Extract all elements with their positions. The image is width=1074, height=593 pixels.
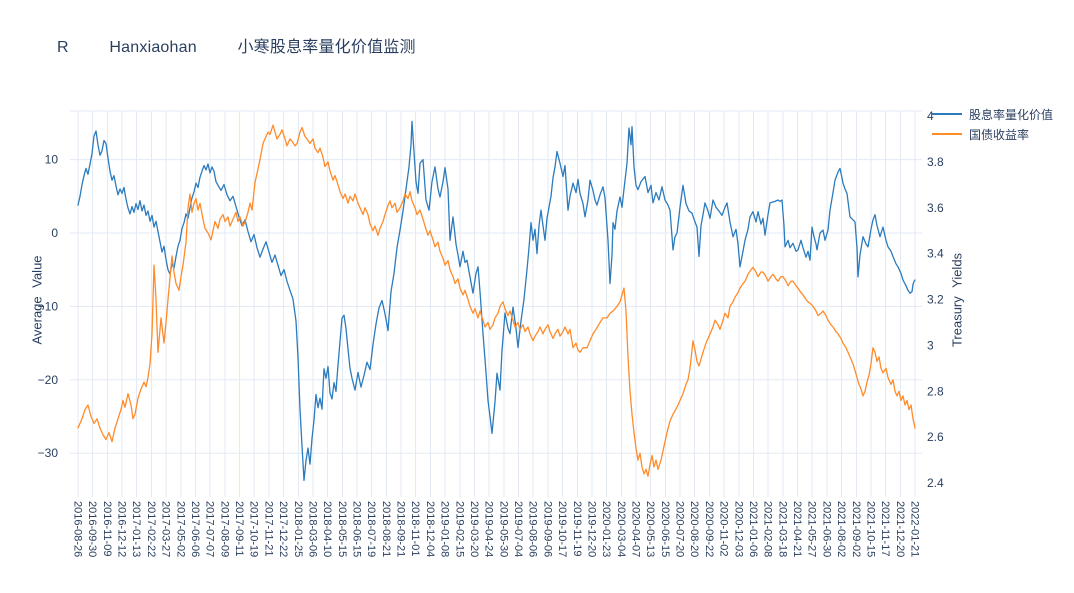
y-tick-label: −30 (38, 446, 59, 460)
x-tick-label: 2020-11-02 (718, 501, 730, 556)
y-tick-label: 3 (927, 338, 934, 352)
x-tick-label: 2019-02-15 (453, 501, 465, 557)
x-tick-label: 2020-05-13 (644, 501, 656, 557)
x-tick-label: 2017-10-19 (248, 501, 260, 557)
y-tick-label: 3.6 (927, 201, 944, 215)
x-tick-label: 2017-05-02 (174, 501, 186, 557)
y-tick-label: 2.8 (927, 384, 944, 398)
x-tick-label: 2019-09-06 (541, 501, 553, 557)
x-tick-label: 2017-01-13 (130, 501, 142, 557)
x-tick-label: 2019-04-24 (483, 501, 495, 557)
x-tick-label: 2016-09-30 (86, 501, 98, 557)
x-tick-label: 2021-09-02 (850, 501, 862, 557)
x-tick-label: 2018-09-21 (395, 501, 407, 557)
x-tick-label: 2020-09-22 (703, 501, 715, 557)
x-tick-label: 2016-12-12 (116, 501, 128, 557)
x-tick-label: 2019-10-17 (556, 501, 568, 557)
y-tick-label: 2.4 (927, 476, 944, 490)
x-tick-label: 2021-03-18 (776, 501, 788, 557)
x-tick-label: 2018-05-15 (336, 501, 348, 557)
x-tick-label: 2018-08-21 (380, 501, 392, 557)
x-tick-label: 2017-08-09 (218, 501, 230, 557)
x-tick-label: 2018-01-25 (292, 501, 304, 557)
x-tick-label: 2017-07-07 (204, 501, 216, 557)
x-tick-label: 2017-12-22 (277, 501, 289, 557)
legend-label: 股息率量化价值 (969, 107, 1054, 122)
x-tick-label: 2020-07-20 (674, 501, 686, 557)
y-tick-label: 4 (927, 109, 934, 123)
x-tick-label: 2021-11-17 (879, 501, 891, 556)
legend: 股息率量化价值 国债收益率 (932, 104, 1053, 144)
x-tick-label: 2018-06-15 (351, 501, 363, 557)
series-line-treasury-yield (77, 124, 916, 477)
x-tick-label: 2020-01-23 (600, 501, 612, 557)
title-text: 小寒股息率量化价值监测 (237, 39, 416, 56)
x-tick-label: 2019-05-30 (497, 501, 509, 557)
x-tick-label: 2019-11-19 (571, 501, 583, 556)
x-tick-label: 2020-03-04 (615, 501, 627, 557)
y-tick-label: 3.4 (927, 247, 944, 261)
y-tick-label: 10 (45, 153, 59, 167)
x-tick-label: 2018-11-01 (409, 501, 421, 556)
x-tick-label: 2021-06-30 (820, 501, 832, 557)
legend-line-swatch (932, 113, 962, 115)
x-tick-label: 2020-08-20 (688, 501, 700, 557)
x-tick-label: 2020-12-03 (732, 501, 744, 557)
legend-item-1[interactable]: 国债收益率 (932, 124, 1053, 144)
y-axis-title-right: Treasury Yields (949, 252, 965, 348)
x-tick-label: 2021-01-06 (747, 501, 759, 557)
x-tick-label: 2021-05-27 (806, 501, 818, 557)
x-tick-label: 2021-10-15 (864, 501, 876, 557)
x-tick-label: 2016-11-09 (101, 501, 113, 556)
y-tick-label: −10 (38, 299, 59, 313)
legend-line-swatch (932, 133, 962, 135)
y-tick-labels-left: 10 0 −10 −20 −30 (38, 153, 59, 461)
legend-label: 国债收益率 (969, 127, 1030, 142)
legend-item-0[interactable]: 股息率量化价值 (932, 104, 1053, 124)
y-tick-label: 3.2 (927, 293, 944, 307)
x-tick-label: 2019-01-08 (439, 501, 451, 557)
x-tick-label: 2017-03-27 (160, 501, 172, 557)
x-tick-label: 2018-07-19 (365, 501, 377, 557)
x-tick-label: 2016-08-26 (72, 501, 84, 557)
x-tick-label: 2018-12-04 (424, 501, 436, 557)
x-tick-label: 2017-11-21 (262, 501, 274, 556)
y-tick-label: 3.8 (927, 155, 944, 169)
x-tick-label: 2019-08-06 (527, 501, 539, 557)
x-tick-label: 2020-04-07 (630, 501, 642, 557)
x-tick-label: 2021-12-20 (894, 501, 906, 557)
x-tick-label: 2017-02-22 (145, 501, 157, 557)
x-tick-label: 2021-08-02 (835, 501, 847, 557)
x-tick-label: 2018-03-06 (306, 501, 318, 557)
title-prefix: R (57, 39, 69, 56)
x-tick-label: 2017-06-06 (189, 501, 201, 557)
x-tick-label: 2021-02-08 (762, 501, 774, 557)
chart-title: R Hanxiaohan 小寒股息率量化价值监测 (57, 33, 416, 57)
x-tick-label: 2021-04-21 (791, 501, 803, 557)
title-author: Hanxiaohan (109, 39, 197, 56)
y-tick-label: 2.6 (927, 430, 944, 444)
x-tick-label: 2019-12-20 (585, 501, 597, 557)
y-tick-labels-right: 4 3.8 3.6 3.4 3.2 3 2.8 2.6 2.4 (927, 109, 944, 490)
x-gridlines (77, 111, 916, 497)
x-tick-label: 2019-07-04 (512, 501, 524, 557)
y-axis-title-left: Average Value (29, 255, 45, 345)
x-tick-label: 2019-03-20 (468, 501, 480, 557)
x-tick-label: 2020-06-15 (659, 501, 671, 557)
y-tick-label: −20 (38, 373, 59, 387)
x-tick-labels: 2016-08-26 2016-09-30 2016-11-09 2016-12-12… (72, 501, 921, 557)
x-tick-label: 2022-01-21 (909, 501, 921, 557)
y-tick-label: 0 (51, 226, 58, 240)
x-tick-label: 2018-04-10 (321, 501, 333, 557)
x-tick-label: 2017-09-11 (233, 501, 245, 556)
series-line-dividend-value (77, 120, 916, 482)
